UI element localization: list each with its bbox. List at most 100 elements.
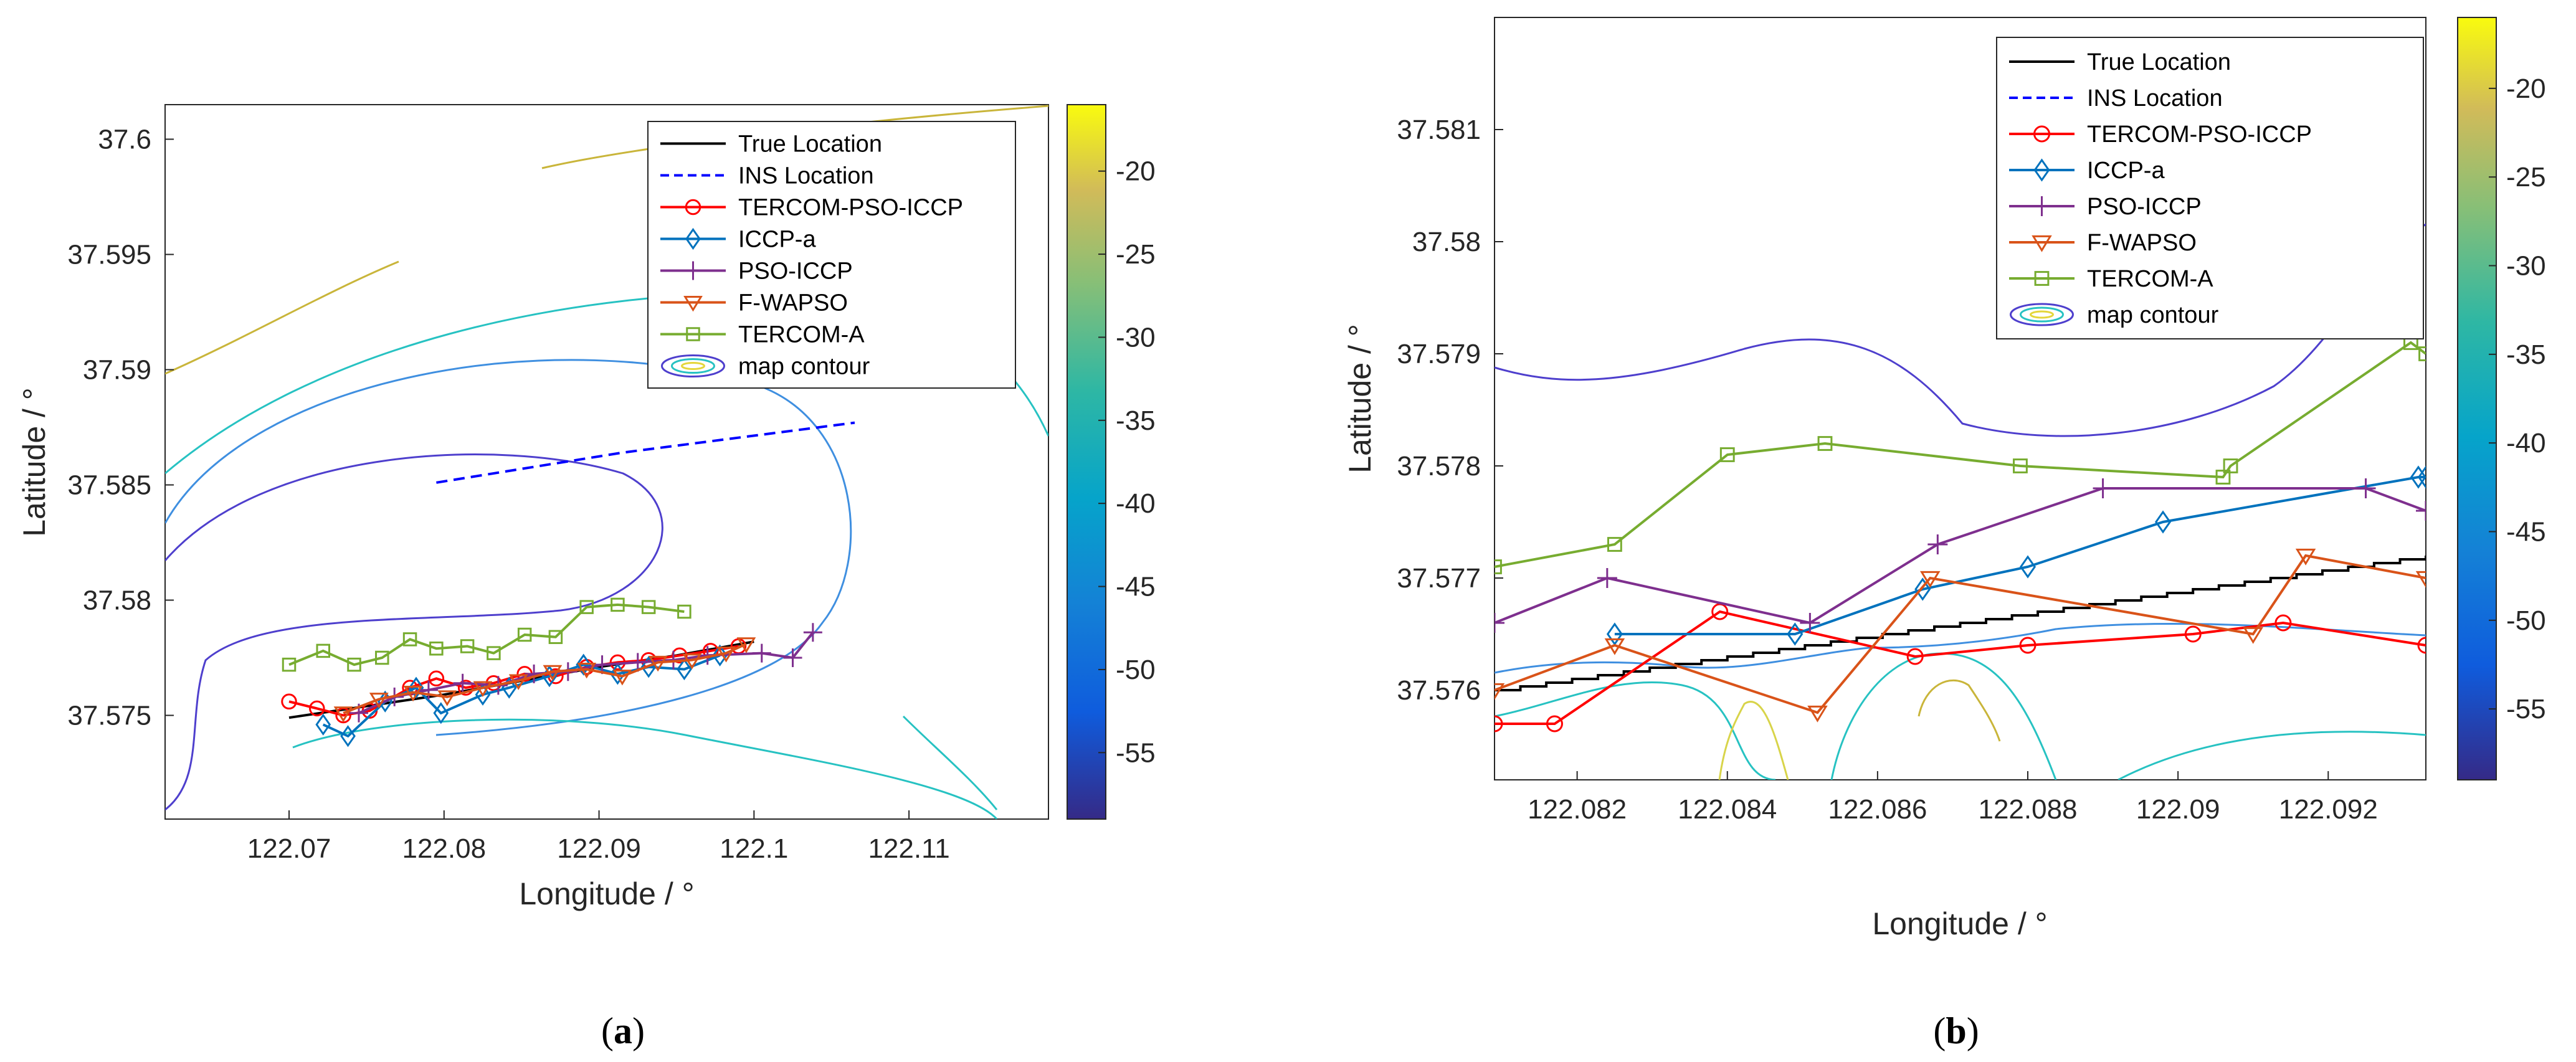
colorbar-tick-label: -50 bbox=[2506, 605, 2546, 636]
xlabel-b: Longitude / ° bbox=[1872, 906, 2047, 941]
legend-marker bbox=[683, 261, 703, 280]
legend-label: F-WAPSO bbox=[2087, 230, 2197, 256]
data-point-tercom-a bbox=[1607, 537, 1622, 552]
legend-box bbox=[647, 121, 1016, 389]
y-tick-label: 37.579 bbox=[1397, 339, 1481, 369]
data-point-f-wapso bbox=[577, 663, 597, 679]
legend-label: TERCOM-PSO-ICCP bbox=[2087, 121, 2312, 148]
data-point-iccp-a bbox=[2417, 465, 2426, 489]
series-tercom-a bbox=[282, 597, 692, 672]
data-point-pso-iccp bbox=[2355, 478, 2376, 498]
legend-entry-iccp-a: ICCP-a bbox=[660, 227, 816, 253]
series-line-true-location bbox=[1495, 556, 2426, 691]
contour-line bbox=[1918, 679, 2001, 742]
legend-box bbox=[1996, 37, 2424, 339]
legend-marker bbox=[685, 227, 701, 250]
xlabel-a: Longitude / ° bbox=[519, 876, 694, 911]
data-point-tercom-a bbox=[2215, 470, 2231, 485]
data-point-tercom-pso-iccp bbox=[2417, 637, 2426, 654]
data-point-tercom-a bbox=[1719, 447, 1735, 462]
data-point-f-wapso bbox=[716, 647, 736, 663]
data-point-pso-iccp bbox=[628, 653, 647, 672]
legend-entry-true-location: True Location bbox=[2009, 49, 2231, 75]
series-tercom-a bbox=[1495, 335, 2426, 574]
legend-label: INS Location bbox=[738, 163, 874, 189]
legend-a: True Location INS Location TERCOM-PSO-ICCP… bbox=[647, 121, 1016, 389]
contour-line bbox=[292, 718, 998, 819]
colorbar-tick-label: -35 bbox=[1116, 405, 1156, 436]
colorbar-tick-label: -25 bbox=[1116, 239, 1156, 270]
colorbar-tick-label: -40 bbox=[1116, 488, 1156, 519]
x-tick-label: 122.08 bbox=[402, 833, 487, 864]
series-line-tercom-a bbox=[1495, 341, 2426, 568]
legend-label: ICCP-a bbox=[738, 227, 816, 253]
x-tick-label: 122.1 bbox=[720, 833, 788, 864]
colorbar-tick-label: -20 bbox=[1116, 156, 1156, 187]
contour-line bbox=[1495, 681, 1776, 780]
ylabel-a: Latitude / ° bbox=[17, 387, 52, 537]
data-point-iccp-a bbox=[340, 725, 356, 747]
series-line-f-wapso bbox=[1495, 554, 2426, 714]
data-point-iccp-a bbox=[475, 683, 491, 706]
colorbar-ticks-a: -20 -25 -30 -35 -40 -45 -50 -55 bbox=[1098, 156, 1156, 768]
data-point-tercom-a bbox=[517, 627, 532, 642]
data-point-tercom-a bbox=[460, 639, 475, 653]
colorbar-tick-label: -50 bbox=[1116, 655, 1156, 685]
x-tick-label: 122.082 bbox=[1528, 794, 1627, 825]
data-point-tercom-a bbox=[402, 632, 417, 647]
data-point-f-wapso bbox=[1604, 638, 1625, 655]
legend-marker bbox=[683, 296, 703, 312]
legend-label: PSO-ICCP bbox=[738, 258, 853, 285]
y-tick-label: 37.595 bbox=[67, 240, 151, 270]
legend-marker bbox=[2032, 235, 2052, 252]
contour-line bbox=[1495, 223, 2426, 437]
y-tick-label: 37.581 bbox=[1397, 115, 1481, 145]
data-point-f-wapso bbox=[2415, 571, 2426, 588]
series-line-f-wapso bbox=[343, 642, 747, 714]
legend-label: map contour bbox=[2087, 302, 2219, 328]
data-point-f-wapso bbox=[508, 674, 528, 690]
y-tick-label: 37.59 bbox=[83, 355, 151, 386]
x-tick-label: 122.09 bbox=[557, 833, 641, 864]
data-point-tercom-pso-iccp bbox=[1906, 648, 1924, 665]
data-point-pso-iccp bbox=[2093, 478, 2113, 498]
legend-entry-tercom-a: TERCOM-A bbox=[2009, 266, 2213, 292]
axis-ticks-b: 122.082 122.084 122.086 122.088 122.09 122.09… bbox=[1397, 115, 2377, 825]
y-tick-label: 37.578 bbox=[1397, 451, 1481, 481]
data-point-tercom-pso-iccp bbox=[1546, 715, 1563, 732]
data-point-f-wapso bbox=[437, 690, 457, 706]
colorbar-tick-label: -35 bbox=[2506, 339, 2546, 370]
series-line-ins-location bbox=[436, 421, 855, 484]
series-ins-location bbox=[436, 421, 855, 484]
data-point-tercom-a bbox=[548, 630, 563, 644]
colorbar-tick-label: -45 bbox=[1116, 572, 1156, 602]
contour-line bbox=[902, 715, 998, 810]
legend-entry-map-contour: map contour bbox=[2010, 302, 2219, 328]
data-point-f-wapso bbox=[473, 681, 493, 697]
y-tick-label: 37.58 bbox=[83, 586, 151, 616]
series-true-location bbox=[1495, 556, 2426, 691]
series-f-wapso bbox=[1495, 548, 2426, 723]
legend-entry-true-location: True Location bbox=[660, 131, 882, 158]
colorbar-b bbox=[2457, 17, 2497, 780]
ylabel-b: Latitude / ° bbox=[1343, 324, 1377, 473]
legend-label: TERCOM-A bbox=[2087, 266, 2213, 292]
data-point-tercom-a bbox=[375, 650, 389, 665]
data-point-tercom-a bbox=[2418, 346, 2426, 361]
data-point-f-wapso bbox=[403, 686, 423, 702]
legend-label: TERCOM-PSO-ICCP bbox=[738, 195, 963, 221]
data-point-f-wapso bbox=[1807, 705, 1828, 723]
colorbar-tick-label: -45 bbox=[2506, 516, 2546, 547]
data-point-f-wapso bbox=[543, 665, 563, 681]
data-point-tercom-a bbox=[611, 597, 625, 612]
legend-label: INS Location bbox=[2087, 85, 2223, 111]
data-point-tercom-pso-iccp bbox=[309, 700, 325, 717]
legend-marker bbox=[2033, 158, 2050, 182]
legend-entry-pso-iccp: PSO-ICCP bbox=[2009, 194, 2202, 220]
data-point-pso-iccp bbox=[1495, 613, 1504, 633]
data-point-iccp-a bbox=[1914, 577, 1931, 601]
legend-entry-ins-location: INS Location bbox=[2009, 85, 2223, 111]
legend-marker bbox=[2034, 271, 2050, 286]
legend-b: True Location INS Location TERCOM-PSO-ICCP… bbox=[1996, 37, 2424, 339]
